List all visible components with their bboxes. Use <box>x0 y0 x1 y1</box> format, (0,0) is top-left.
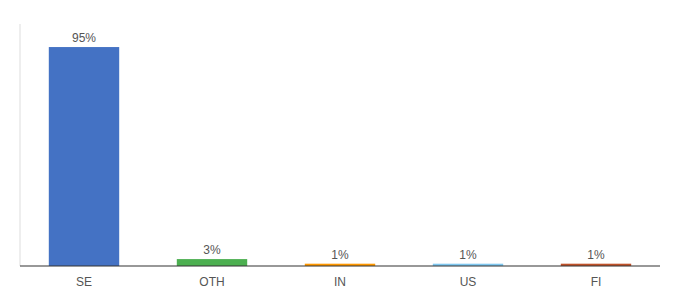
x-tick-label: IN <box>334 275 346 289</box>
bars <box>49 47 631 266</box>
x-tick-label: FI <box>591 275 602 289</box>
chart: 95% 3% 1% 1% 1% SE OTH IN US FI <box>0 0 680 300</box>
data-label: 3% <box>203 243 221 257</box>
data-label: 1% <box>587 248 605 262</box>
x-tick-label: US <box>460 275 477 289</box>
data-label: 95% <box>72 31 96 45</box>
x-axis-line <box>20 265 660 266</box>
y-axis-line <box>20 24 21 266</box>
chart-container: 95% 3% 1% 1% 1% SE OTH IN US FI <box>0 0 680 300</box>
data-label: 1% <box>459 248 477 262</box>
x-tick-label: SE <box>76 275 92 289</box>
bar <box>49 47 119 266</box>
bar <box>177 259 247 266</box>
x-tick-label: OTH <box>199 275 224 289</box>
data-label: 1% <box>331 248 349 262</box>
